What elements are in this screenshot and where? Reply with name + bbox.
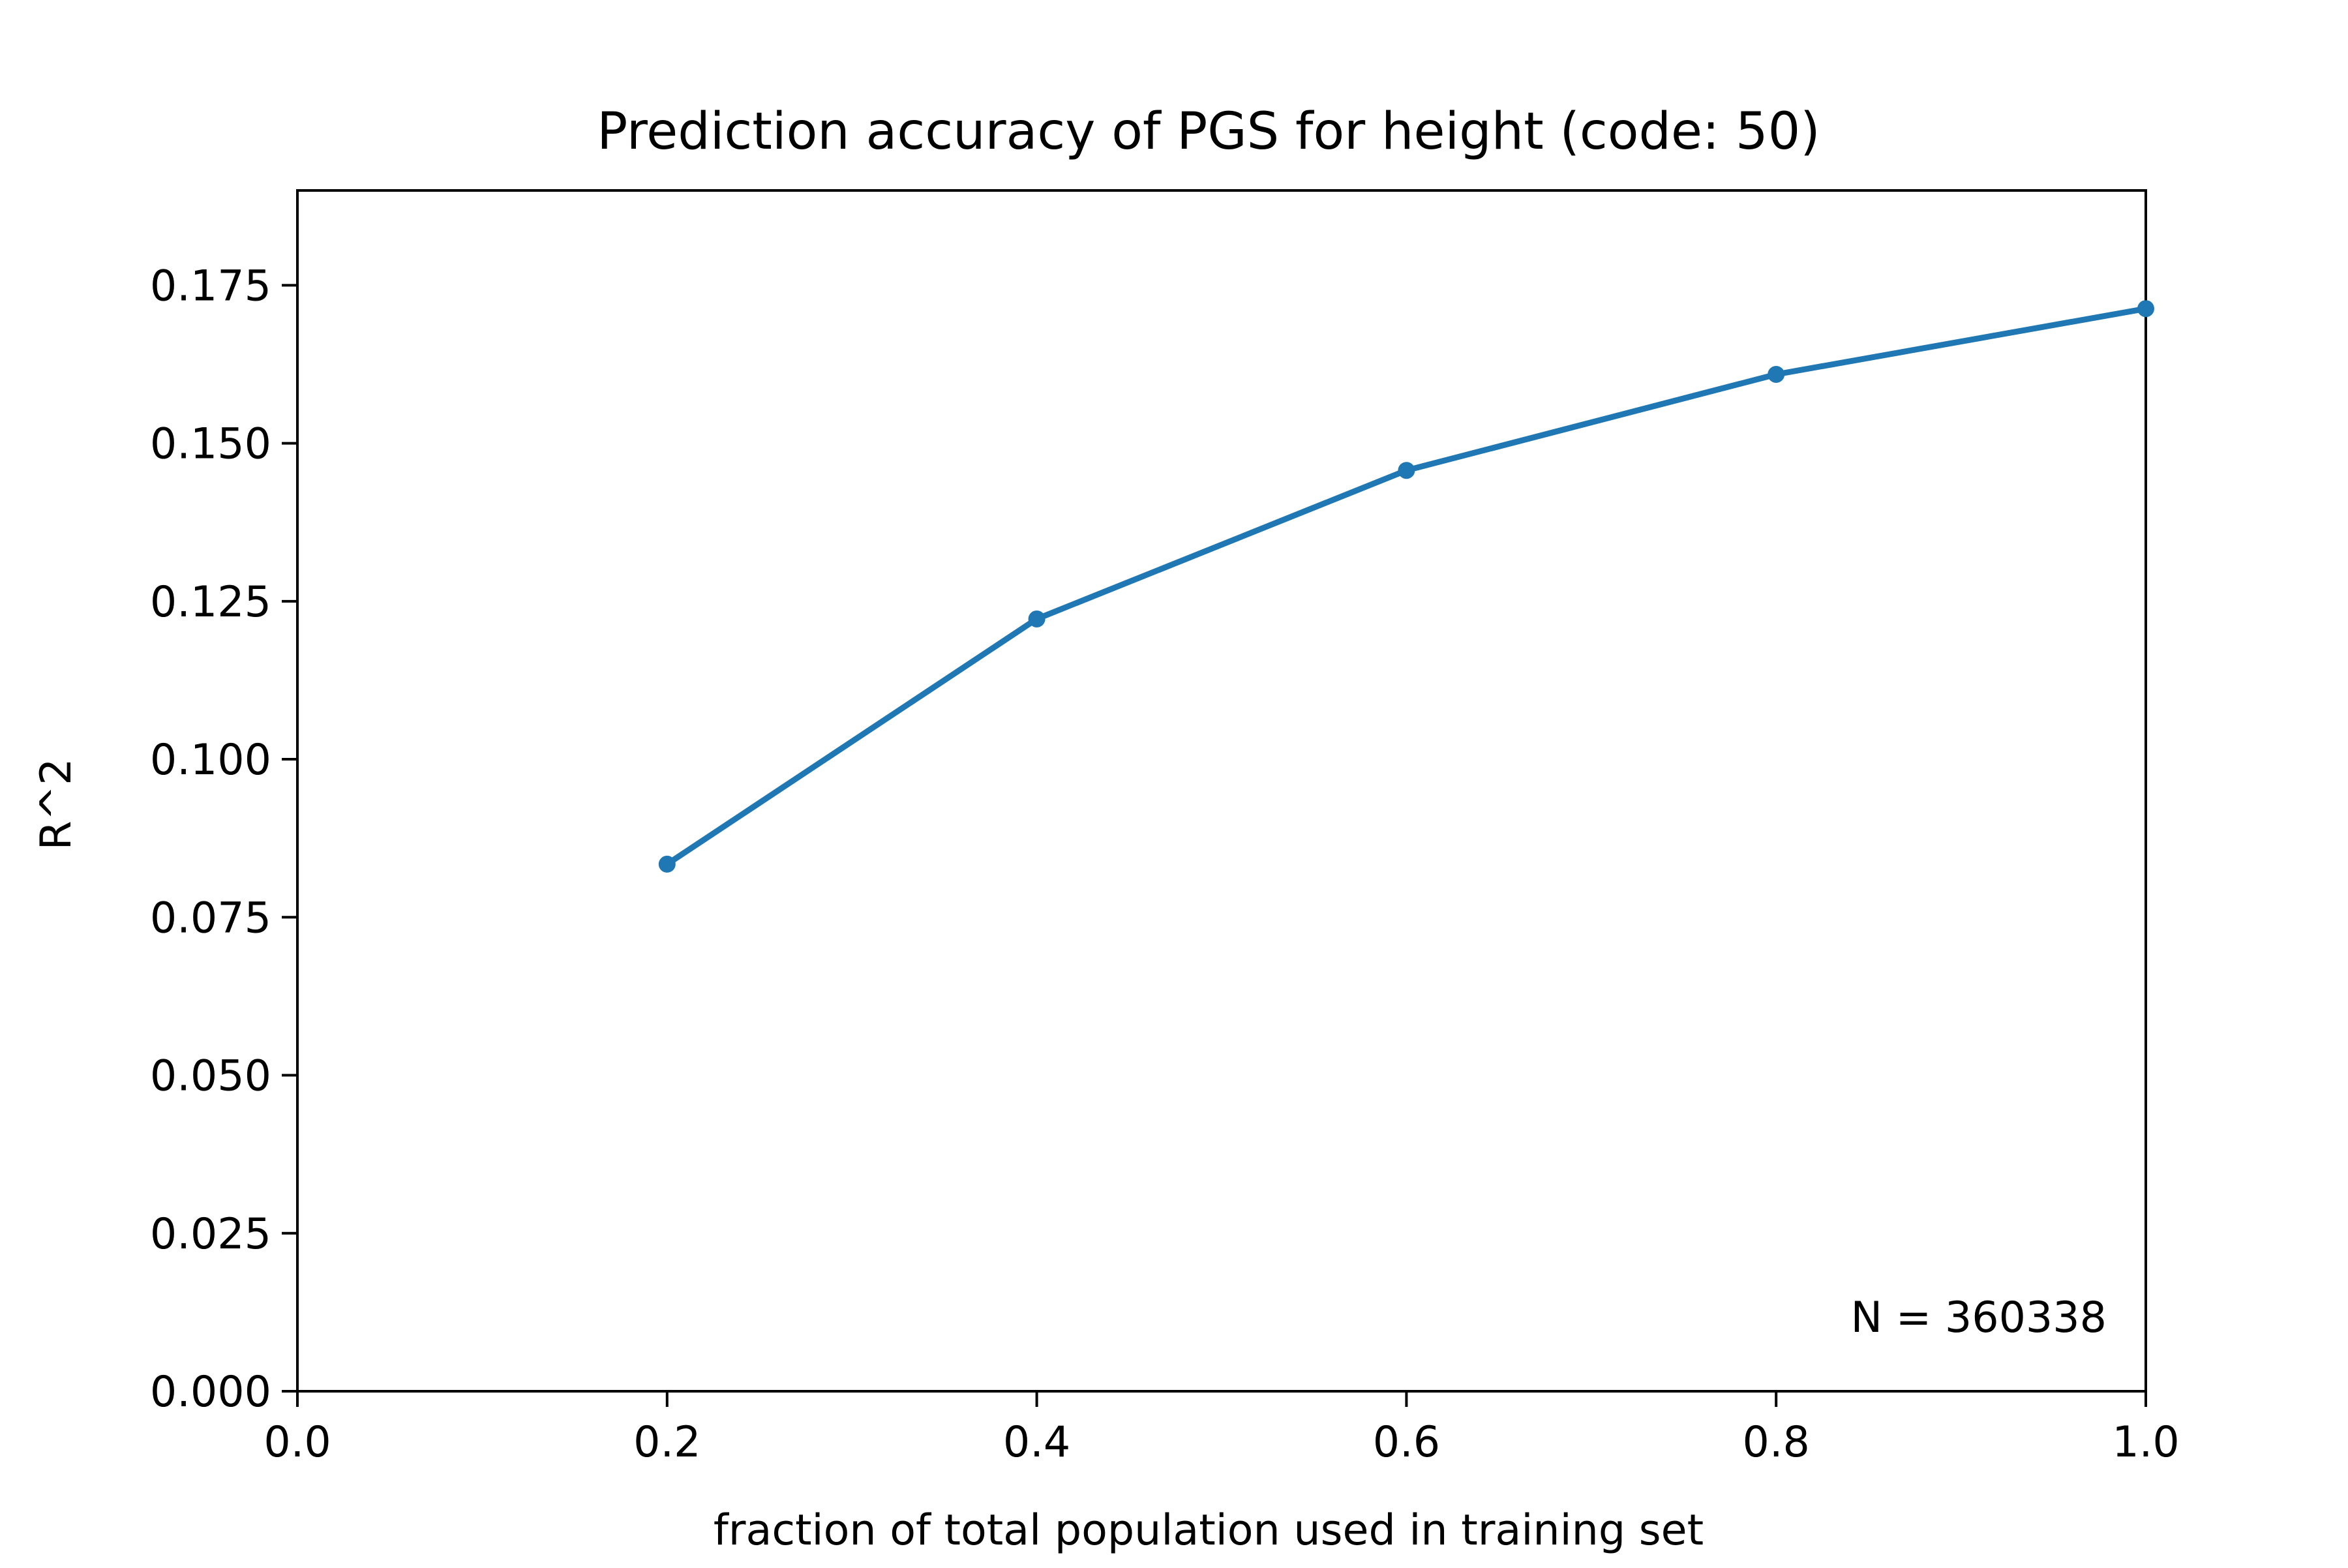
sample-size-annotation: N = 360338: [1850, 1293, 2107, 1342]
x-tick-label: 0.6: [1373, 1418, 1440, 1467]
data-point: [2137, 300, 2154, 318]
plot-border: [296, 189, 2147, 1393]
series-group: [658, 300, 2154, 873]
y-axis-label: R^2: [32, 759, 81, 851]
data-point: [1398, 462, 1415, 479]
x-tick-label: 1.0: [2112, 1418, 2179, 1467]
data-point: [1768, 365, 1785, 383]
data-point: [658, 855, 676, 873]
chart-title: Prediction accuracy of PGS for height (c…: [597, 102, 1820, 161]
y-tick-label: 0.025: [150, 1210, 271, 1259]
y-tick-label: 0.125: [150, 578, 271, 627]
x-tick-label: 0.8: [1743, 1418, 1810, 1467]
y-tick-label: 0.100: [150, 736, 271, 785]
y-axis: 0.000 0.025 0.050 0.075 0.100 0.125 0.150 0.175: [150, 262, 297, 1417]
x-axis-label: fraction of total population used in tra…: [714, 1506, 1704, 1555]
x-tick-label: 0.0: [263, 1418, 331, 1467]
data-point: [1028, 610, 1046, 627]
x-tick-label: 0.4: [1003, 1418, 1070, 1467]
y-tick-label: 0.175: [150, 262, 271, 310]
x-axis: 0.0 0.2 0.4 0.6 0.8 1.0: [263, 1391, 2180, 1467]
y-tick-label: 0.150: [150, 420, 271, 469]
y-tick-label: 0.000: [150, 1368, 271, 1417]
plot-frame: [296, 189, 2147, 1393]
y-tick-label: 0.075: [150, 894, 271, 942]
x-tick-label: 0.2: [633, 1418, 700, 1467]
y-tick-label: 0.050: [150, 1052, 271, 1101]
